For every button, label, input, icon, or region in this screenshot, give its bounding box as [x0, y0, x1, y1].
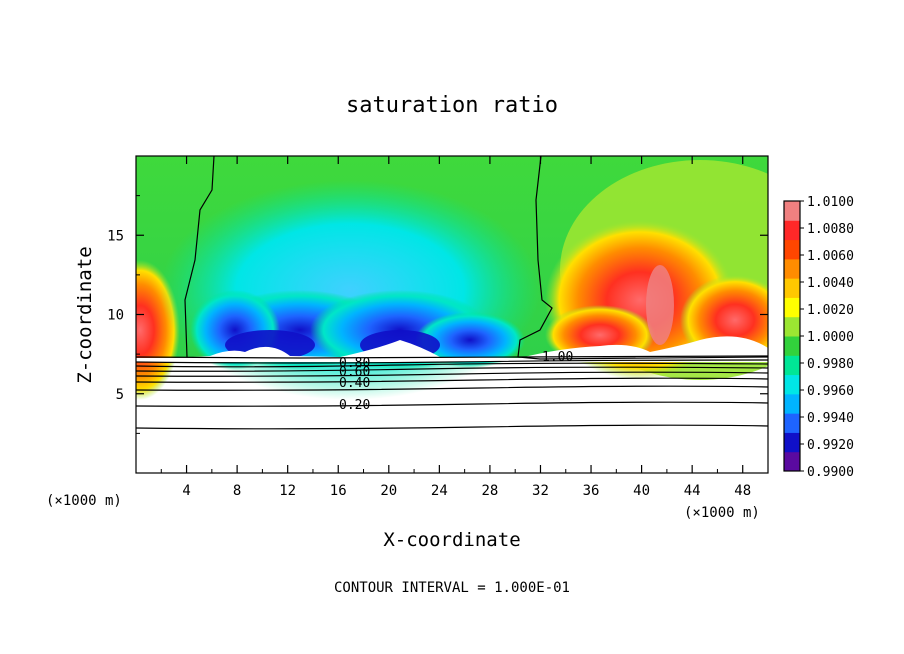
colorbar-tick-label: 0.9960 [807, 384, 854, 399]
x-tick-label: 48 [734, 483, 751, 499]
colorbar-tick-label: 1.0020 [807, 303, 854, 318]
chart-title: saturation ratio [346, 93, 558, 118]
x-tick-label: 44 [684, 483, 701, 499]
x-tick-label: 16 [330, 483, 347, 499]
x-unit-right: (×1000 m) [684, 505, 760, 521]
y-axis-label: Z-coordinate [74, 246, 96, 383]
colorbar-swatch [784, 336, 800, 356]
colorbar-swatch [784, 432, 800, 453]
colorbar-tick-label: 0.9920 [807, 438, 854, 453]
y-tick-label: 10 [107, 308, 124, 324]
x-tick-label: 24 [431, 483, 448, 499]
y-tick-label: 15 [107, 228, 124, 244]
colorbar-swatch [784, 413, 800, 433]
x-tick-label: 40 [633, 483, 650, 499]
colorbar-swatch [784, 393, 800, 414]
x-tick-label: 28 [481, 483, 498, 499]
contour-label-3: 0.60 [339, 365, 370, 380]
x-tick-label: 32 [532, 483, 549, 499]
colorbar-swatch [784, 297, 800, 318]
y-tick-label: 5 [116, 387, 124, 403]
contour-label-5: 0.20 [339, 398, 370, 413]
colorbar-swatch [784, 374, 800, 395]
colorbar-tick-label: 1.0040 [807, 276, 854, 291]
colorbar-swatch [784, 316, 800, 337]
colorbar-swatch [784, 220, 800, 241]
y-axis: 5 10 15 [107, 195, 768, 434]
colorbar-swatch [784, 278, 800, 298]
contour-interval-note: CONTOUR INTERVAL = 1.000E-01 [334, 580, 570, 596]
x-tick-label: 12 [279, 483, 296, 499]
colorbar-tick-label: 0.9940 [807, 411, 854, 426]
colorbar-tick-label: 0.9980 [807, 357, 854, 372]
x-tick-label: 36 [583, 483, 600, 499]
x-tick-label: 8 [233, 483, 241, 499]
contour-label-4: 0.40 [339, 376, 370, 391]
contour-label-1: 1.00 [542, 350, 573, 365]
colorbar-swatch [784, 239, 800, 260]
colorbar-swatch [784, 451, 800, 472]
colorbar-tick-label: 1.0100 [807, 195, 854, 210]
saturation-field [136, 156, 768, 400]
contour-label-2: 0.80 [339, 356, 370, 371]
colorbar-tick-label: 1.0080 [807, 222, 854, 237]
x-axis: 4 8 12 16 20 24 28 32 36 40 44 48 [160, 156, 751, 499]
x-tick-label: 4 [182, 483, 190, 499]
colorbar: 1.0100 1.0080 1.0060 1.0040 1.0020 1.0000 0.99… [783, 195, 854, 480]
colorbar-tick-label: 1.0000 [807, 330, 854, 345]
colorbar-swatch [784, 258, 800, 279]
colorbar-swatch [784, 355, 800, 376]
colorbar-tick-label: 1.0060 [807, 249, 854, 264]
contour-lines [136, 156, 768, 430]
colorbar-swatch [784, 201, 800, 221]
colorbar-tick-label: 0.9900 [807, 465, 854, 480]
x-unit-left: (×1000 m) [46, 493, 122, 509]
x-tick-label: 20 [380, 483, 397, 499]
x-axis-label: X-coordinate [383, 529, 520, 551]
